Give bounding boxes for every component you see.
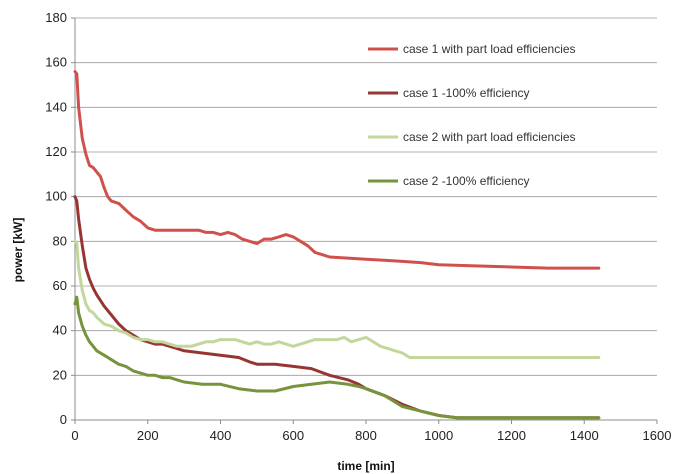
legend-label-4: case 2 -100% efficiency (403, 174, 530, 188)
series-line-1 (73, 70, 601, 270)
gridlines (75, 17, 657, 376)
x-tick-label: 800 (355, 428, 377, 443)
x-tick-label: 1600 (643, 428, 672, 443)
axes (74, 18, 657, 421)
y-tick-label: 180 (45, 10, 67, 25)
series-line-4 (73, 295, 601, 420)
x-axis-ticks: 0 200 400 600 800 1000 1200 1400 1600 (71, 420, 671, 443)
y-tick-label: 100 (45, 189, 67, 204)
y-tick-label: 120 (45, 144, 67, 159)
y-tick-label: 40 (53, 323, 67, 338)
y-axis-title: power [kW] (11, 218, 25, 283)
x-tick-label: 0 (71, 428, 78, 443)
y-axis-ticks: 0 20 40 60 80 100 120 140 160 180 (45, 10, 75, 427)
y-tick-label: 60 (53, 278, 67, 293)
legend-label-2: case 1 -100% efficiency (403, 86, 530, 100)
x-tick-label: 1000 (424, 428, 453, 443)
legend-label-1: case 1 with part load efficiencies (403, 42, 576, 56)
y-tick-label: 160 (45, 55, 67, 70)
x-tick-label: 200 (137, 428, 159, 443)
x-tick-label: 1200 (497, 428, 526, 443)
legend-label-3: case 2 with part load efficiencies (403, 130, 576, 144)
legend: case 1 with part load efficiencies case 1… (368, 42, 576, 188)
data-series (73, 70, 601, 420)
x-tick-label: 600 (282, 428, 304, 443)
y-tick-label: 20 (53, 367, 67, 382)
y-tick-label: 80 (53, 233, 67, 248)
y-tick-label: 140 (45, 99, 67, 114)
x-axis-title: time [min] (337, 459, 394, 473)
y-tick-label: 0 (60, 412, 67, 427)
series-line-3 (73, 239, 601, 359)
x-tick-label: 1400 (570, 428, 599, 443)
x-tick-label: 400 (210, 428, 232, 443)
